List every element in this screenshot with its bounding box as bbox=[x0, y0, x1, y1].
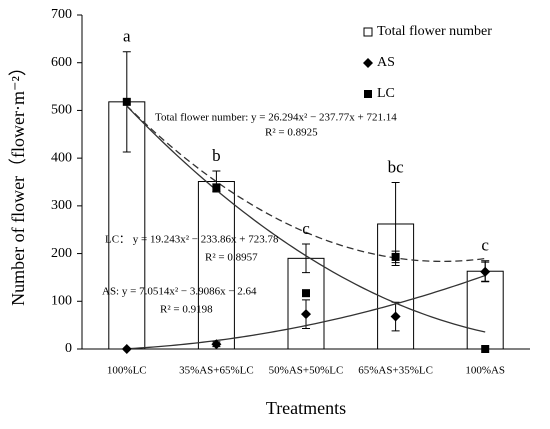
square-marker bbox=[481, 345, 490, 353]
y-tick-label: 500 bbox=[51, 103, 72, 118]
trendline bbox=[126, 105, 486, 333]
diamond-marker bbox=[480, 266, 491, 277]
significance-letter: bc bbox=[388, 157, 405, 176]
diamond-marker bbox=[121, 344, 132, 354]
significance-letter: b bbox=[212, 146, 221, 165]
square-marker bbox=[212, 183, 221, 192]
significance-letter: c bbox=[481, 236, 489, 255]
bar bbox=[197, 181, 235, 350]
y-tick-label: 400 bbox=[51, 150, 72, 165]
error-bar bbox=[302, 243, 310, 274]
y-tick-label: 600 bbox=[51, 55, 72, 70]
x-axis-title: Treatments bbox=[266, 398, 346, 418]
y-tick-label: 100 bbox=[51, 294, 72, 309]
diamond-marker bbox=[211, 339, 222, 350]
square-marker bbox=[302, 289, 310, 298]
x-tick-label: 100%AS bbox=[465, 365, 505, 377]
y-axis-title: Number of flower（flower·m⁻²） bbox=[8, 58, 28, 306]
diamond-marker bbox=[390, 311, 401, 322]
diamond-marker bbox=[301, 309, 311, 320]
trendline-equation: Total flower number: y = 26.294x² − 237.… bbox=[155, 112, 397, 124]
legend-label: Total flower number bbox=[377, 24, 492, 39]
trendline-r2: R² = 0.8925 bbox=[265, 127, 318, 139]
trendline-r2: R² = 0.8957 bbox=[205, 252, 258, 264]
bar bbox=[466, 270, 504, 350]
legend-swatch bbox=[363, 58, 373, 68]
legend-swatch bbox=[364, 90, 372, 98]
x-tick-label: 100%LC bbox=[107, 365, 147, 377]
x-tick-label: 35%AS+65%LC bbox=[179, 365, 254, 377]
y-tick-label: 300 bbox=[51, 198, 72, 213]
y-tick-label: 200 bbox=[51, 246, 72, 261]
y-tick-label: 0 bbox=[65, 341, 72, 356]
trendline-equation: LC： y = 19.243x² − 233.86x + 723.78 bbox=[105, 234, 279, 246]
legend-swatch bbox=[363, 27, 373, 37]
significance-letter: a bbox=[123, 27, 131, 46]
legend-label: LC bbox=[377, 86, 395, 101]
x-tick-label: 50%AS+50%LC bbox=[269, 365, 344, 377]
trendline-equation: AS: y = 7.0514x² − 3.9086x − 2.64 bbox=[102, 286, 257, 298]
trendline-r2: R² = 0.9198 bbox=[160, 304, 213, 316]
legend-label: AS bbox=[377, 55, 395, 70]
trendline bbox=[126, 105, 486, 263]
square-marker bbox=[391, 252, 400, 261]
significance-letter: c bbox=[302, 219, 310, 238]
x-tick-label: 65%AS+35%LC bbox=[358, 365, 433, 377]
y-tick-label: 700 bbox=[51, 7, 72, 22]
trendline bbox=[126, 274, 486, 350]
square-marker bbox=[122, 97, 131, 106]
